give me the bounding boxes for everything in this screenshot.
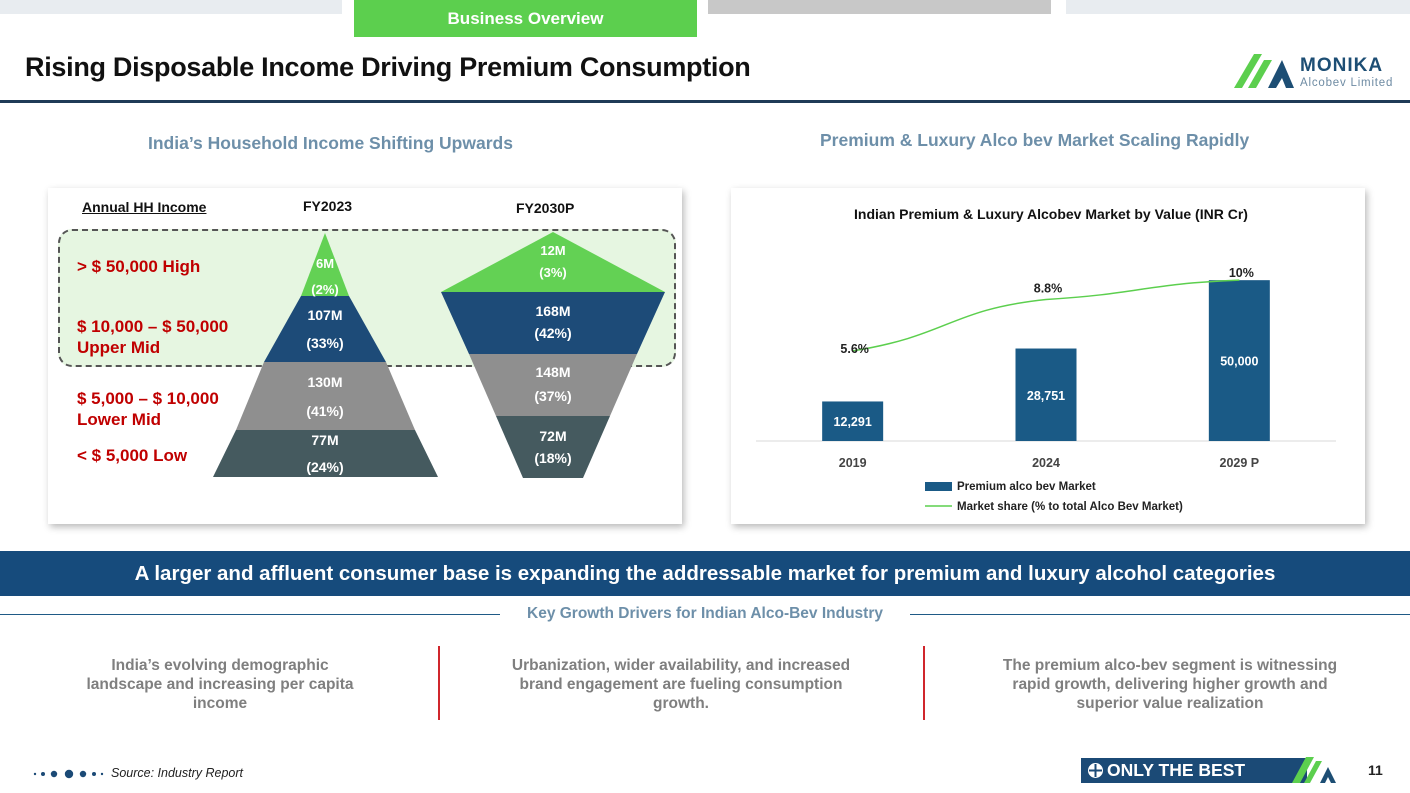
fy2023-high-value: 6M	[315, 256, 335, 271]
income-pyramids	[213, 232, 665, 478]
fy2023-lower-mid-pct: (41%)	[306, 403, 344, 419]
annual-hh-income-label: Annual HH Income	[82, 199, 207, 215]
fy2030-upper-mid-pct: (42%)	[534, 325, 572, 341]
fy2023-lower-mid-value: 130M	[307, 374, 343, 390]
legend-bar-swatch	[925, 482, 952, 491]
monika-logo-icon	[1234, 54, 1294, 88]
logo-subtitle: Alcobev Limited	[1300, 77, 1394, 89]
fy2023-high-pct: (2%)	[311, 282, 339, 297]
fy2030-low-value: 72M	[539, 428, 567, 444]
x-tick-0: 2019	[839, 456, 867, 470]
fy2030-high-pct: (3%)	[539, 265, 567, 280]
fy2030-low-segment	[496, 416, 610, 478]
footer-logo-icon	[1292, 757, 1336, 783]
left-panel-heading: India’s Household Income Shifting Upward…	[148, 133, 513, 153]
tagline-text: ONLY THE BEST	[1107, 760, 1246, 780]
top-bar-segment	[0, 0, 342, 14]
income-band-low: < $ 5,000 Low	[77, 446, 188, 465]
driver-separator	[438, 646, 440, 720]
bar-label-0: 12,291	[834, 415, 872, 429]
key-message-banner: A larger and affluent consumer base is e…	[0, 551, 1410, 596]
fy2030-lower-mid-pct: (37%)	[534, 388, 572, 404]
fy2023-label: FY2023	[303, 198, 353, 214]
right-panel-heading: Premium & Luxury Alco bev Market Scaling…	[820, 130, 1250, 150]
driver-item-demographic: India’s evolving demographic landscape a…	[86, 657, 354, 712]
fy2030-lower-mid-value: 148M	[535, 364, 571, 380]
chart-title: Indian Premium & Luxury Alcobev Market b…	[854, 206, 1248, 222]
income-band-high: > $ 50,000 High	[77, 257, 201, 276]
fy2030-high-segment	[441, 232, 665, 292]
fy2030-lower-mid-segment	[469, 354, 637, 416]
source-note: Source: Industry Report	[111, 766, 244, 780]
bar-1	[1015, 348, 1077, 441]
line-label-0: 5.6%	[840, 342, 869, 356]
driver-separator	[923, 646, 925, 720]
logo-name: MONIKA	[1300, 55, 1384, 76]
fy2030-upper-mid-segment	[441, 292, 665, 354]
top-bar-segment	[708, 0, 1051, 14]
fy2030-label: FY2030P	[516, 200, 575, 216]
market-share-line	[852, 279, 1240, 352]
fy2023-low-segment	[213, 430, 438, 477]
drivers-rule-left	[0, 614, 500, 615]
bar-2	[1208, 280, 1270, 441]
line-label-1: 8.8%	[1034, 281, 1063, 295]
fy2023-upper-mid-segment	[264, 296, 386, 362]
income-band-lower-mid: $ 5,000 – $ 10,000 Lower Mid	[77, 389, 219, 429]
fy2023-low-value: 77M	[311, 432, 339, 448]
line-label-2: 10%	[1229, 266, 1254, 280]
decorative-dots-icon	[33, 769, 104, 779]
page-number: 11	[1368, 762, 1383, 778]
bar-label-2: 50,000	[1220, 355, 1258, 369]
market-chart: Indian Premium & Luxury Alcobev Market b…	[756, 206, 1336, 513]
top-bar-segment	[1066, 0, 1410, 14]
drivers-rule-right	[910, 614, 1410, 615]
fy2030-high-value: 12M	[540, 243, 566, 258]
income-band-upper-mid: $ 10,000 – $ 50,000 Upper Mid	[77, 317, 229, 357]
bar-label-1: 28,751	[1027, 389, 1065, 403]
page-title: Rising Disposable Income Driving Premium…	[25, 52, 751, 82]
fy2023-upper-mid-value: 107M	[307, 307, 343, 323]
legend-bar-label: Premium alco bev Market	[957, 481, 1096, 493]
fy2023-low-pct: (24%)	[306, 459, 344, 475]
bar-0	[822, 401, 884, 441]
tagline-badge: ONLY THE BEST	[1081, 758, 1307, 783]
driver-item-urbanization: Urbanization, wider availability, and in…	[511, 657, 851, 712]
fy2030-upper-mid-value: 168M	[535, 303, 571, 319]
legend-line-label: Market share (% to total Alco Bev Market…	[957, 501, 1183, 513]
crosshair-icon	[1088, 763, 1103, 778]
fy2023-high-segment	[301, 233, 349, 296]
fy2023-upper-mid-pct: (33%)	[306, 335, 344, 351]
fy2023-lower-mid-segment	[236, 362, 415, 430]
driver-item-premium-growth: The premium alco-bev segment is witnessi…	[1002, 657, 1338, 712]
title-divider	[0, 100, 1410, 103]
drivers-heading: Key Growth Drivers for Indian Alco-Bev I…	[500, 605, 910, 623]
tab-business-overview[interactable]: Business Overview	[354, 0, 697, 37]
x-tick-2: 2029 P	[1220, 456, 1260, 470]
x-tick-1: 2024	[1032, 456, 1060, 470]
fy2030-low-pct: (18%)	[534, 450, 572, 466]
